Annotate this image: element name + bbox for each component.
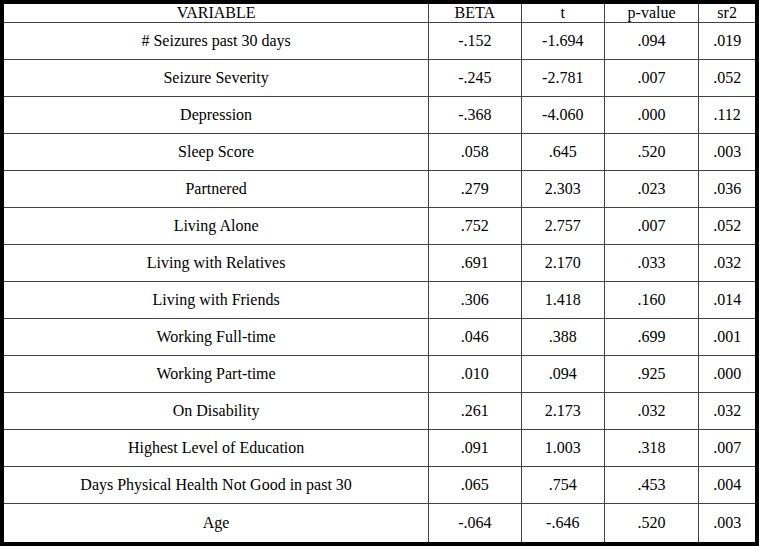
cell-t: 1.418 xyxy=(521,282,604,319)
cell-t: .754 xyxy=(521,467,604,504)
cell-t: 2.303 xyxy=(521,171,604,208)
cell-beta: .010 xyxy=(429,356,521,393)
column-header-variable: VARIABLE xyxy=(2,2,429,23)
cell-t: -1.694 xyxy=(521,23,604,60)
table-row: Seizure Severity -.245 -2.781 .007 .052 xyxy=(2,60,757,97)
cell-variable: On Disability xyxy=(2,393,429,430)
table-row: Working Full-time .046 .388 .699 .001 xyxy=(2,319,757,356)
cell-variable: Living with Relatives xyxy=(2,245,429,282)
table-row: Age -.064 -.646 .520 .003 xyxy=(2,504,757,544)
cell-t: -2.781 xyxy=(521,60,604,97)
cell-variable: Highest Level of Education xyxy=(2,430,429,467)
column-header-sr2: sr2 xyxy=(699,2,757,23)
cell-p-value: .160 xyxy=(604,282,698,319)
cell-sr2: .003 xyxy=(699,504,757,544)
cell-beta: .046 xyxy=(429,319,521,356)
table-row: Living with Relatives .691 2.170 .033 .0… xyxy=(2,245,757,282)
cell-variable: Depression xyxy=(2,97,429,134)
cell-p-value: .520 xyxy=(604,134,698,171)
cell-p-value: .094 xyxy=(604,23,698,60)
table-row: Depression -.368 -4.060 .000 .112 xyxy=(2,97,757,134)
cell-beta: .261 xyxy=(429,393,521,430)
cell-sr2: .052 xyxy=(699,60,757,97)
cell-p-value: .318 xyxy=(604,430,698,467)
column-header-p-value: p-value xyxy=(604,2,698,23)
cell-variable: Days Physical Health Not Good in past 30 xyxy=(2,467,429,504)
cell-p-value: .007 xyxy=(604,208,698,245)
cell-beta: .306 xyxy=(429,282,521,319)
cell-p-value: .699 xyxy=(604,319,698,356)
table-row: On Disability .261 2.173 .032 .032 xyxy=(2,393,757,430)
cell-beta: -.368 xyxy=(429,97,521,134)
cell-beta: .058 xyxy=(429,134,521,171)
cell-beta: -.064 xyxy=(429,504,521,544)
table-row: Highest Level of Education .091 1.003 .3… xyxy=(2,430,757,467)
cell-sr2: .003 xyxy=(699,134,757,171)
cell-variable: Sleep Score xyxy=(2,134,429,171)
cell-t: 1.003 xyxy=(521,430,604,467)
header-row: VARIABLE BETA t p-value sr2 xyxy=(2,2,757,23)
cell-t: 2.170 xyxy=(521,245,604,282)
column-header-beta: BETA xyxy=(429,2,521,23)
table-row: Working Part-time .010 .094 .925 .000 xyxy=(2,356,757,393)
cell-sr2: .001 xyxy=(699,319,757,356)
table-row: Living with Friends .306 1.418 .160 .014 xyxy=(2,282,757,319)
cell-beta: -.152 xyxy=(429,23,521,60)
cell-p-value: .000 xyxy=(604,97,698,134)
cell-t: 2.173 xyxy=(521,393,604,430)
cell-t: .094 xyxy=(521,356,604,393)
cell-sr2: .004 xyxy=(699,467,757,504)
cell-variable: Living Alone xyxy=(2,208,429,245)
page: VARIABLE BETA t p-value sr2 # Seizures p… xyxy=(0,0,759,546)
cell-sr2: .052 xyxy=(699,208,757,245)
regression-results-table: VARIABLE BETA t p-value sr2 # Seizures p… xyxy=(0,0,759,546)
cell-variable: Living with Friends xyxy=(2,282,429,319)
cell-t: .645 xyxy=(521,134,604,171)
cell-sr2: .036 xyxy=(699,171,757,208)
cell-p-value: .007 xyxy=(604,60,698,97)
cell-variable: Age xyxy=(2,504,429,544)
cell-beta: .691 xyxy=(429,245,521,282)
cell-p-value: .023 xyxy=(604,171,698,208)
cell-t: -4.060 xyxy=(521,97,604,134)
cell-variable: Working Part-time xyxy=(2,356,429,393)
cell-p-value: .033 xyxy=(604,245,698,282)
table-row: # Seizures past 30 days -.152 -1.694 .09… xyxy=(2,23,757,60)
cell-beta: .752 xyxy=(429,208,521,245)
cell-beta: .279 xyxy=(429,171,521,208)
column-header-t: t xyxy=(521,2,604,23)
cell-t: .388 xyxy=(521,319,604,356)
table-row: Days Physical Health Not Good in past 30… xyxy=(2,467,757,504)
cell-t: 2.757 xyxy=(521,208,604,245)
cell-p-value: .032 xyxy=(604,393,698,430)
cell-variable: Working Full-time xyxy=(2,319,429,356)
cell-p-value: .925 xyxy=(604,356,698,393)
cell-beta: .091 xyxy=(429,430,521,467)
cell-sr2: .014 xyxy=(699,282,757,319)
cell-variable: Partnered xyxy=(2,171,429,208)
cell-sr2: .032 xyxy=(699,245,757,282)
cell-sr2: .032 xyxy=(699,393,757,430)
cell-beta: -.245 xyxy=(429,60,521,97)
cell-beta: .065 xyxy=(429,467,521,504)
cell-sr2: .000 xyxy=(699,356,757,393)
cell-variable: # Seizures past 30 days xyxy=(2,23,429,60)
cell-sr2: .007 xyxy=(699,430,757,467)
table-row: Partnered .279 2.303 .023 .036 xyxy=(2,171,757,208)
table-row: Living Alone .752 2.757 .007 .052 xyxy=(2,208,757,245)
cell-p-value: .453 xyxy=(604,467,698,504)
cell-sr2: .019 xyxy=(699,23,757,60)
cell-sr2: .112 xyxy=(699,97,757,134)
cell-p-value: .520 xyxy=(604,504,698,544)
cell-variable: Seizure Severity xyxy=(2,60,429,97)
cell-t: -.646 xyxy=(521,504,604,544)
table-row: Sleep Score .058 .645 .520 .003 xyxy=(2,134,757,171)
